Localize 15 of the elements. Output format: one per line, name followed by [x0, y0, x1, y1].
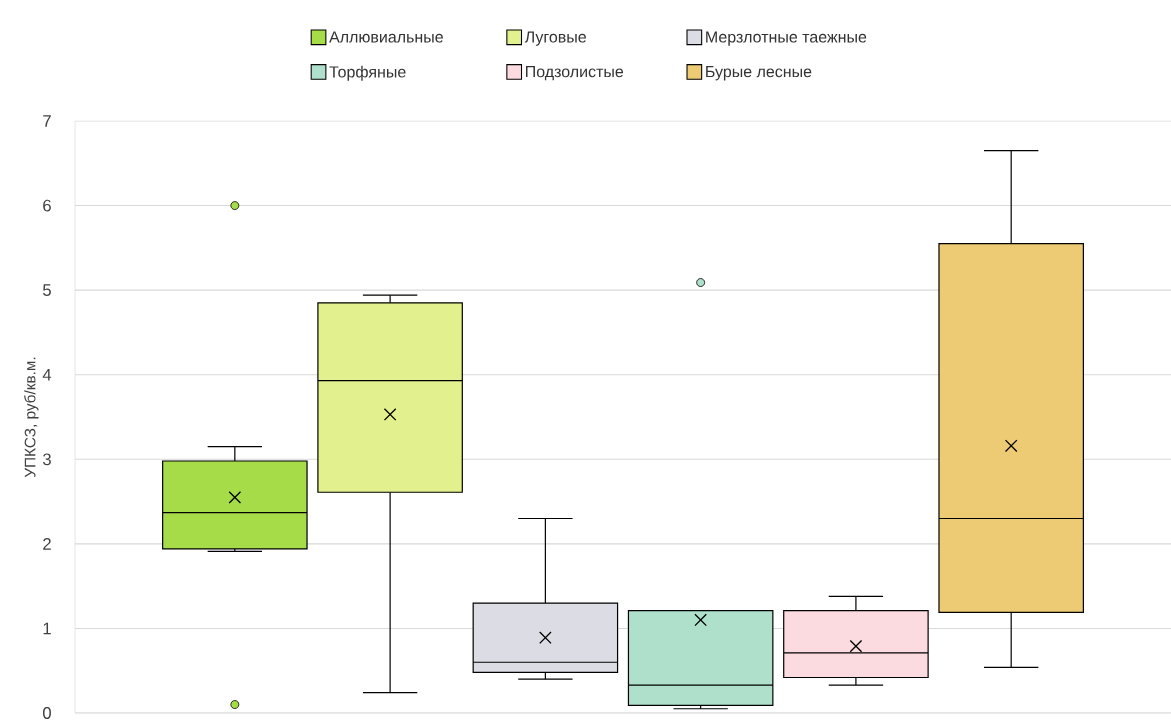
- y-tick-label: 7: [43, 115, 51, 127]
- legend-label: Мерзлотные таежные: [706, 31, 867, 46]
- y-tick-label: 0: [43, 707, 51, 719]
- y-tick-label: 5: [43, 284, 51, 296]
- y-tick-label: 4: [42, 368, 52, 381]
- legend-label: Аллювиальные: [329, 31, 443, 43]
- legend-label: Торфяные: [329, 65, 406, 81]
- y-tick-label: 2: [43, 538, 51, 550]
- legend-label: Луговые: [524, 31, 586, 46]
- y-tick-label: 1: [43, 622, 51, 635]
- y-tick-label: 3: [42, 453, 51, 466]
- y-tick-label: 6: [43, 199, 51, 212]
- legend-label: Подзолистые: [526, 66, 624, 81]
- legend-label: Бурые лесные: [706, 66, 812, 81]
- y-axis-title: УПКСЗ, руб/кв.м.: [24, 357, 39, 478]
